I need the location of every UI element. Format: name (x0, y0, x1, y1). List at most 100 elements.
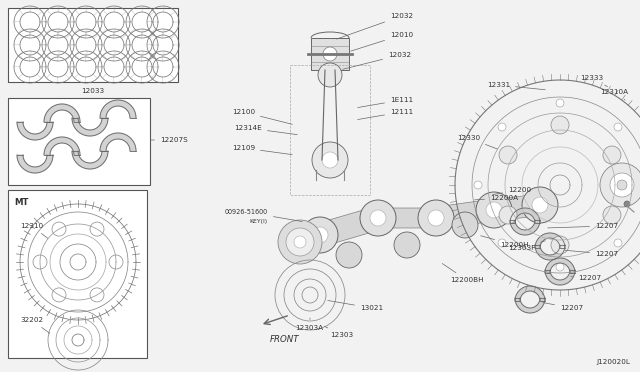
Bar (8, 8, 178, 82)
Circle shape (322, 152, 338, 168)
Circle shape (294, 236, 306, 248)
Circle shape (522, 187, 558, 223)
Polygon shape (100, 100, 136, 118)
Text: 12111: 12111 (358, 109, 413, 119)
Bar (290, 65, 370, 195)
Circle shape (312, 227, 328, 243)
Circle shape (474, 181, 482, 189)
Polygon shape (535, 245, 565, 260)
Text: 12207: 12207 (548, 223, 618, 229)
Circle shape (486, 202, 502, 218)
Text: 12310A: 12310A (600, 89, 628, 100)
Text: J120020L: J120020L (596, 359, 630, 365)
Text: 12200A: 12200A (475, 195, 518, 201)
Bar (311, 38, 349, 70)
Text: 00926-51600: 00926-51600 (225, 209, 302, 222)
Text: 12310: 12310 (20, 223, 48, 238)
Circle shape (286, 228, 314, 256)
Text: 13021: 13021 (328, 301, 383, 311)
Polygon shape (44, 104, 80, 122)
Circle shape (52, 288, 66, 302)
Circle shape (603, 206, 621, 224)
Text: 32202: 32202 (20, 317, 50, 333)
Circle shape (556, 263, 564, 271)
Text: 12303: 12303 (324, 326, 353, 338)
Text: MT: MT (14, 198, 29, 207)
Polygon shape (515, 286, 545, 301)
Circle shape (336, 242, 362, 268)
Circle shape (109, 255, 123, 269)
Text: KEY(I): KEY(I) (249, 219, 267, 224)
Polygon shape (17, 155, 53, 173)
Circle shape (394, 232, 420, 258)
Text: 12010: 12010 (351, 32, 413, 51)
Circle shape (499, 206, 517, 224)
Circle shape (603, 146, 621, 164)
Circle shape (312, 142, 348, 178)
Circle shape (90, 222, 104, 236)
Circle shape (600, 163, 640, 207)
Text: 12333: 12333 (580, 75, 607, 87)
Text: 12033: 12033 (81, 88, 104, 94)
Polygon shape (370, 208, 444, 228)
Text: 12100: 12100 (232, 109, 292, 124)
Circle shape (452, 212, 478, 238)
Text: 12207: 12207 (564, 250, 618, 257)
Circle shape (52, 222, 66, 236)
Circle shape (617, 180, 627, 190)
Text: 12200H: 12200H (481, 236, 529, 248)
Circle shape (532, 197, 548, 213)
Circle shape (90, 288, 104, 302)
Circle shape (614, 123, 622, 131)
Text: 12331: 12331 (487, 82, 545, 90)
Text: 12303F: 12303F (508, 241, 545, 251)
Circle shape (302, 217, 338, 253)
Circle shape (498, 123, 506, 131)
Polygon shape (545, 258, 575, 273)
Circle shape (370, 210, 386, 226)
Circle shape (638, 181, 640, 189)
Polygon shape (515, 298, 545, 313)
Text: 12032: 12032 (342, 52, 411, 69)
Polygon shape (535, 233, 565, 248)
Polygon shape (72, 118, 108, 136)
Text: 12303A: 12303A (295, 318, 323, 331)
Text: 12207: 12207 (571, 275, 601, 281)
Circle shape (428, 210, 444, 226)
Bar (8, 98, 150, 185)
Text: 12207S: 12207S (151, 137, 188, 143)
Polygon shape (72, 151, 108, 169)
Polygon shape (312, 208, 386, 245)
Polygon shape (545, 270, 575, 285)
Circle shape (360, 200, 396, 236)
Text: 12330: 12330 (457, 135, 497, 149)
Polygon shape (486, 195, 548, 220)
Text: 12200: 12200 (493, 187, 531, 195)
Text: 12109: 12109 (232, 145, 292, 155)
Circle shape (551, 116, 569, 134)
Text: 12207: 12207 (543, 302, 583, 311)
Text: 12032: 12032 (337, 13, 413, 39)
Text: 1E111: 1E111 (358, 97, 413, 108)
Circle shape (610, 173, 634, 197)
Polygon shape (428, 200, 502, 228)
Polygon shape (100, 133, 136, 151)
Text: FRONT: FRONT (270, 335, 300, 344)
Circle shape (476, 192, 512, 228)
Text: 12200BH: 12200BH (442, 263, 484, 283)
Polygon shape (510, 208, 540, 223)
Circle shape (556, 99, 564, 107)
Circle shape (278, 220, 322, 264)
Circle shape (498, 239, 506, 247)
Circle shape (499, 146, 517, 164)
Circle shape (418, 200, 454, 236)
Text: 12314E: 12314E (234, 125, 297, 135)
Circle shape (624, 201, 630, 207)
Circle shape (323, 47, 337, 61)
Circle shape (318, 63, 342, 87)
Bar (8, 190, 147, 358)
Polygon shape (44, 137, 80, 155)
Polygon shape (510, 220, 540, 235)
Polygon shape (17, 122, 53, 140)
Circle shape (33, 255, 47, 269)
